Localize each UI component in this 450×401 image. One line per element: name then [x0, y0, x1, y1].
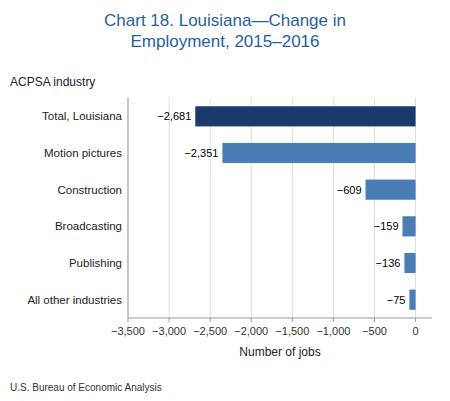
x-tick [292, 318, 293, 322]
grid-line [210, 98, 211, 318]
y-axis-line [128, 98, 129, 318]
grid-line [292, 98, 293, 318]
data-label: −159 [374, 220, 399, 232]
y-tick-label: Total, Louisiana [42, 110, 123, 122]
x-tick-label: −2,500 [193, 325, 227, 337]
x-tick [415, 318, 416, 322]
grid-line [169, 98, 170, 318]
data-label: −136 [376, 257, 401, 269]
grid [128, 98, 416, 318]
chart: Chart 18. Louisiana—Change in Employment,… [0, 0, 450, 401]
x-tick [210, 318, 211, 322]
x-tick [169, 318, 170, 322]
y-tick-label: Construction [57, 184, 122, 196]
title-line: Chart 18. Louisiana—Change in [104, 11, 346, 30]
x-tick-label: 0 [413, 325, 419, 337]
x-axis-label: Number of jobs [239, 345, 320, 359]
y-tick-label: Publishing [69, 257, 122, 269]
x-tick-label: −2,000 [234, 325, 268, 337]
x-tick-label: −3,000 [152, 325, 186, 337]
bar [222, 143, 415, 163]
y-tick-label: All other industries [27, 294, 122, 306]
footnote: U.S. Bureau of Economic Analysis [10, 382, 162, 393]
grid-line [415, 98, 416, 318]
data-label: −2,351 [184, 147, 218, 159]
bar [195, 106, 415, 126]
bar [403, 216, 416, 236]
bars [195, 106, 415, 310]
x-tick-label: −3,500 [111, 325, 145, 337]
bar [409, 290, 415, 310]
grid-line [128, 98, 129, 318]
x-tick-label: −1,000 [316, 325, 350, 337]
data-label: −2,681 [157, 110, 191, 122]
grid-line [333, 98, 334, 318]
title-line: Employment, 2015–2016 [130, 32, 319, 51]
x-tick-label: −1,500 [275, 325, 309, 337]
y-axis-label: ACPSA industry [10, 75, 95, 89]
bar [404, 253, 415, 273]
x-tick [128, 318, 129, 322]
x-tick [251, 318, 252, 322]
data-label: −75 [387, 294, 406, 306]
x-tick [374, 318, 375, 322]
x-tick-label: −500 [362, 325, 387, 337]
y-tick-label: Broadcasting [55, 220, 122, 232]
y-tick-label: Motion pictures [44, 147, 122, 159]
data-label: −609 [337, 184, 362, 196]
grid-line [251, 98, 252, 318]
grid-line [374, 98, 375, 318]
title: Chart 18. Louisiana—Change in Employment,… [104, 11, 346, 51]
x-tick [333, 318, 334, 322]
bar [366, 180, 416, 200]
x-axis-line [128, 318, 432, 319]
